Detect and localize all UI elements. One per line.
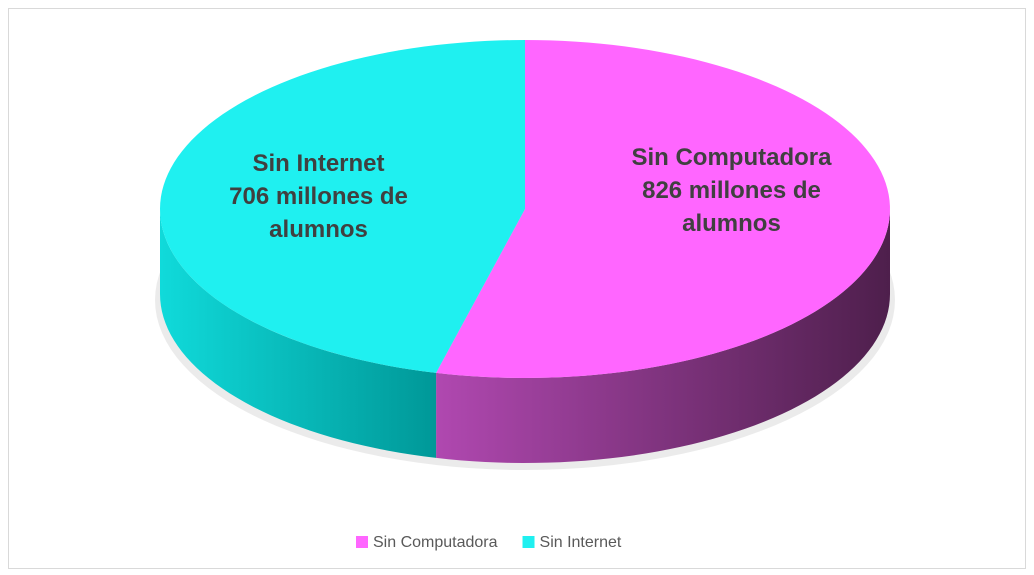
slice-side [160,209,437,458]
slice [436,40,890,378]
data-label-category: Sin Computadora [631,143,832,171]
legend-label: Sin Computadora [373,534,498,551]
legend-swatch [356,536,368,548]
data-label: Sin Internet 706 millones de alumnos [224,147,414,246]
data-label-value: 826 millones de alumnos [642,176,821,237]
legend-label: Sin Internet [540,534,622,551]
data-label-value: 706 millones de alumnos [229,183,408,244]
slice [160,40,525,373]
data-label: Sin Computadora 826 millones de alumnos [606,141,856,240]
data-label-category: Sin Internet [252,150,385,178]
legend-swatch [522,536,535,548]
slice-side [436,209,890,463]
